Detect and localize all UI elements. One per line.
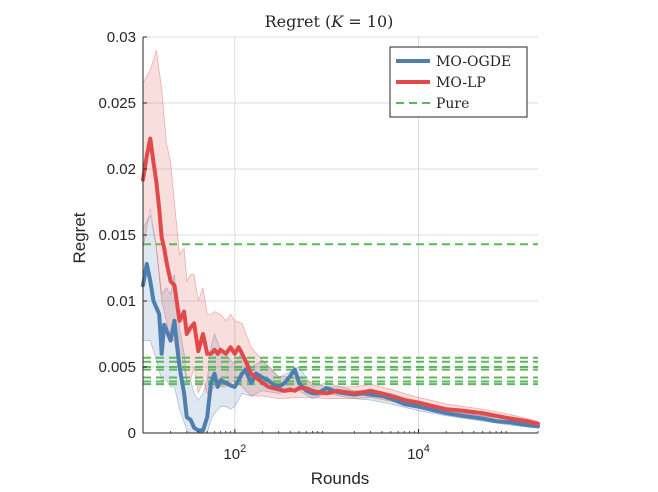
x-axis-ticks: 102 104: [170, 429, 539, 463]
x-tick-label: 102: [223, 443, 246, 463]
y-axis-label: Regret: [70, 212, 89, 263]
series-line-mo-lp: [141, 136, 540, 426]
y-tick-label: 0.015: [98, 227, 136, 244]
legend: MO-OGDE MO-LP Pure: [389, 46, 528, 118]
y-tick-label: 0.005: [98, 359, 136, 376]
x-tick-label: 104: [407, 443, 430, 463]
legend-label-pure: Pure: [436, 96, 469, 112]
y-axis-ticks: 0 0.005 0.01 0.015 0.02 0.025 0.03: [98, 29, 147, 442]
y-tick-label: 0: [128, 425, 136, 442]
series-lines: [141, 136, 540, 433]
y-tick-label: 0.02: [107, 161, 136, 178]
series-line-mo-ogde: [141, 262, 540, 433]
title-variable: K: [330, 12, 344, 31]
x-axis-label: Rounds: [311, 469, 370, 488]
y-tick-label: 0.01: [107, 293, 136, 310]
y-tick-label: 0.025: [98, 95, 136, 112]
chart-title: Regret (K = 10): [265, 12, 394, 31]
y-tick-label: 0.03: [107, 29, 136, 46]
title-suffix: = 10): [343, 12, 393, 31]
pure-series: [143, 243, 538, 386]
legend-label-mo-lp: MO-LP: [436, 75, 486, 91]
title-prefix: Regret (: [265, 12, 332, 31]
legend-label-mo-ogde: MO-OGDE: [436, 54, 511, 70]
